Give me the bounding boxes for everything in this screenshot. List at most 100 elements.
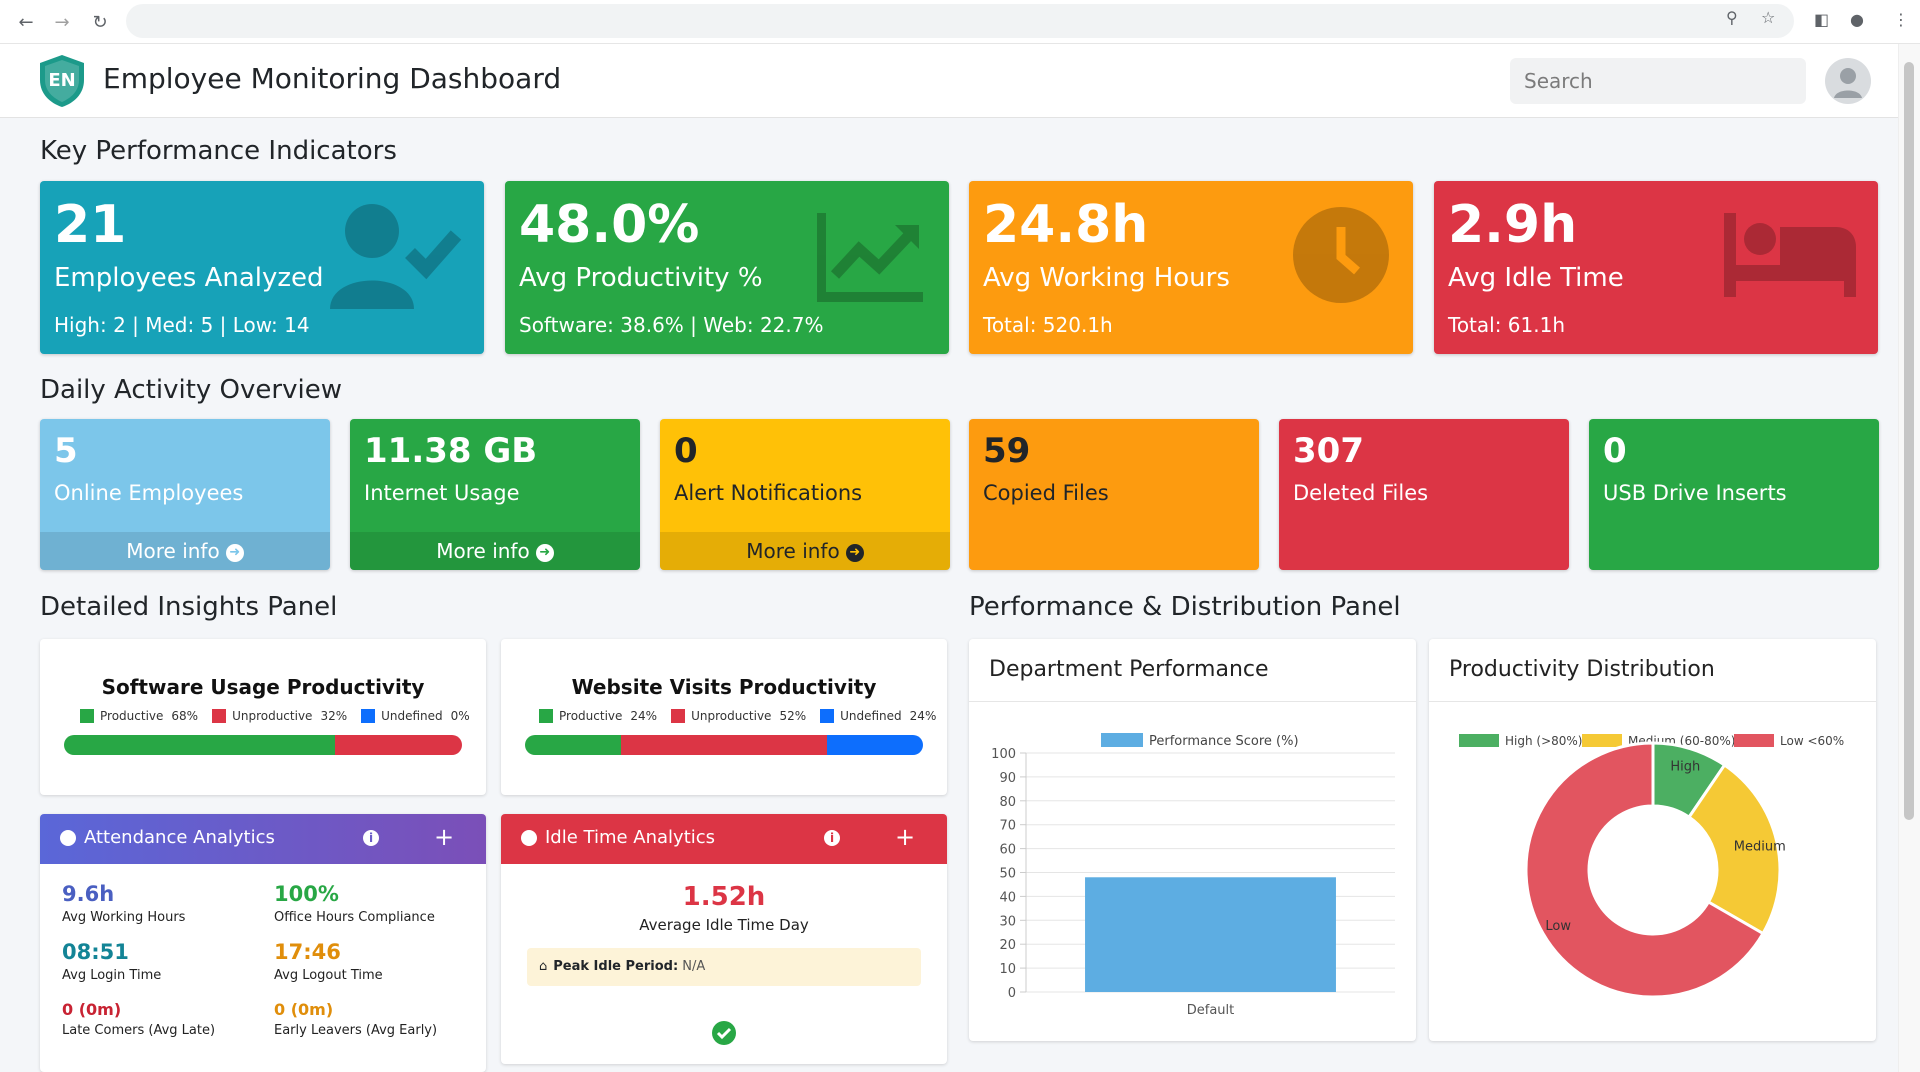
avatar[interactable] <box>1825 58 1871 104</box>
section-title-performance: Performance & Distribution Panel <box>969 592 1401 622</box>
app-title: Employee Monitoring Dashboard <box>103 62 562 95</box>
kpi-value: 24.8h <box>983 195 1149 255</box>
peak-idle-label: Peak Idle Period: <box>553 959 679 974</box>
legend-item-undefined: Undefined 0% <box>361 709 470 723</box>
more-info-label: More info <box>746 539 840 563</box>
legend-item-productive: Productive 24% <box>539 709 657 723</box>
stat-avg-login: 08:51 Avg Login Time <box>62 940 162 983</box>
daily-value: 59 <box>983 431 1031 471</box>
scrollbar-thumb[interactable] <box>1904 62 1914 820</box>
more-info-link[interactable]: More info ➜ <box>660 532 950 570</box>
y-tick-label: 90 <box>999 771 1016 786</box>
productivity-distribution-title: Productivity Distribution <box>1449 657 1715 682</box>
shield-logo-icon: EN <box>40 55 84 107</box>
kpi-card-productivity: 48.0% Avg Productivity % Software: 38.6%… <box>505 181 949 354</box>
daily-label: Online Employees <box>54 481 244 505</box>
more-info-label: More info <box>436 539 530 563</box>
clock-icon <box>1293 207 1389 303</box>
expand-plus-icon[interactable]: + <box>434 823 455 851</box>
expand-plus-icon[interactable]: + <box>895 823 916 851</box>
website-visits-progress-bar <box>525 735 923 755</box>
y-tick-label: 100 <box>991 747 1016 762</box>
daily-value: 307 <box>1293 431 1364 471</box>
bar-default[interactable] <box>1085 877 1336 992</box>
slice-label-medium: Medium <box>1734 840 1786 855</box>
chart-line-icon <box>817 213 923 302</box>
stat-late-comers: 0 (0m) Late Comers (Avg Late) <box>62 1000 216 1038</box>
department-performance-chart: Performance Score (%) 0 10 20 30 40 50 60 70 80 90… <box>991 733 1395 1018</box>
arrow-circle-right-icon: ➜ <box>535 543 554 562</box>
kpi-value: 2.9h <box>1448 195 1578 255</box>
slice-medium[interactable] <box>1686 762 1782 936</box>
forward-icon[interactable]: → <box>54 11 70 33</box>
kpi-sub: High: 2 | Med: 5 | Low: 14 <box>54 313 310 337</box>
more-info-link[interactable]: More info ➜ <box>40 532 330 570</box>
idle-title: Idle Time Analytics <box>545 827 716 848</box>
legend-item-productive: Productive 68% <box>80 709 198 723</box>
bed-icon <box>1724 213 1856 297</box>
logo-text: EN <box>48 70 75 91</box>
progress-segment-undefined <box>827 735 923 755</box>
slice-label-high: High <box>1670 759 1700 774</box>
legend-item-unproductive: Unproductive 32% <box>212 709 347 723</box>
more-info-link[interactable]: More info ➜ <box>350 532 640 570</box>
idle-header: Idle Time Analytics i + <box>501 814 947 864</box>
y-tick-label: 0 <box>1008 986 1016 1001</box>
arrow-circle-right-icon: ➜ <box>845 543 864 562</box>
daily-box-usb-inserts: 0 USB Drive Inserts <box>1589 419 1879 570</box>
search-input[interactable] <box>1510 58 1806 104</box>
daily-label: Internet Usage <box>364 481 520 505</box>
website-visits-card: Website Visits Productivity Productive 24… <box>501 639 947 795</box>
kpi-sub: Software: 38.6% | Web: 22.7% <box>519 313 824 337</box>
productivity-distribution-chart: High (>80%) Medium (60-80%) Low <60%HighMe… <box>1459 734 1844 999</box>
profile-icon[interactable]: ● <box>1850 10 1864 29</box>
section-title-insights: Detailed Insights Panel <box>40 592 338 622</box>
legend-swatch-low <box>1734 734 1774 747</box>
legend-label-high: High (>80%) <box>1505 734 1582 748</box>
reload-icon[interactable]: ↻ <box>92 11 108 33</box>
y-tick-label: 20 <box>999 938 1016 953</box>
progress-segment-productive <box>525 735 621 755</box>
section-title-kpi: Key Performance Indicators <box>40 136 397 166</box>
peak-idle-box: ⌂ Peak Idle Period: N/A <box>527 948 921 986</box>
address-bar[interactable] <box>126 4 1794 38</box>
section-title-daily: Daily Activity Overview <box>40 375 342 405</box>
department-performance-title: Department Performance <box>989 657 1269 682</box>
y-tick-label: 50 <box>999 867 1016 882</box>
y-tick-label: 40 <box>999 890 1016 905</box>
daily-label: Deleted Files <box>1293 481 1429 505</box>
daily-label: USB Drive Inserts <box>1603 481 1787 505</box>
zoom-icon[interactable]: ⚲ <box>1726 8 1738 27</box>
daily-box-copied-files: 59 Copied Files <box>969 419 1259 570</box>
slice-label-low: Low <box>1545 919 1571 934</box>
user-check-icon <box>330 204 462 309</box>
check-circle-icon <box>712 1021 736 1045</box>
kpi-card-working-hours: 24.8h Avg Working Hours Total: 520.1h <box>969 181 1413 354</box>
info-icon[interactable]: i <box>363 830 379 846</box>
daily-box-deleted-files: 307 Deleted Files <box>1279 419 1569 570</box>
peak-idle-value: N/A <box>682 959 706 974</box>
kpi-card-idle-time: 2.9h Avg Idle Time Total: 61.1h <box>1434 181 1878 354</box>
software-usage-card: Software Usage Productivity Productive 68… <box>40 639 486 795</box>
user-avatar-icon <box>1834 68 1862 98</box>
legend-label-performance: Performance Score (%) <box>1149 734 1299 749</box>
attendance-analytics-card: Attendance Analytics i + 9.6h Avg Working… <box>40 814 486 1072</box>
slice-low[interactable] <box>1524 741 1766 999</box>
kpi-sub: Total: 520.1h <box>983 313 1113 337</box>
legend-swatch-high <box>1459 734 1499 747</box>
back-icon[interactable]: ← <box>18 11 34 33</box>
attendance-title: Attendance Analytics <box>84 827 275 848</box>
software-usage-legend: Productive 68% Unproductive 32% Undefined 0… <box>80 709 484 723</box>
menu-kebab-icon[interactable]: ⋮ <box>1893 10 1909 29</box>
legend-swatch-performance <box>1101 733 1143 747</box>
side-panel-icon[interactable]: ◧ <box>1814 10 1830 29</box>
y-tick-label: 10 <box>999 962 1016 977</box>
daily-value: 11.38 GB <box>364 431 538 471</box>
info-icon[interactable]: i <box>824 830 840 846</box>
stat-early-leavers: 0 (0m) Early Leavers (Avg Early) <box>274 1000 438 1038</box>
legend-swatch-medium <box>1582 734 1622 747</box>
kpi-label: Avg Working Hours <box>983 263 1230 293</box>
daily-label: Alert Notifications <box>674 481 863 505</box>
y-tick-label: 30 <box>999 914 1016 929</box>
bookmark-star-icon[interactable]: ☆ <box>1761 8 1776 27</box>
